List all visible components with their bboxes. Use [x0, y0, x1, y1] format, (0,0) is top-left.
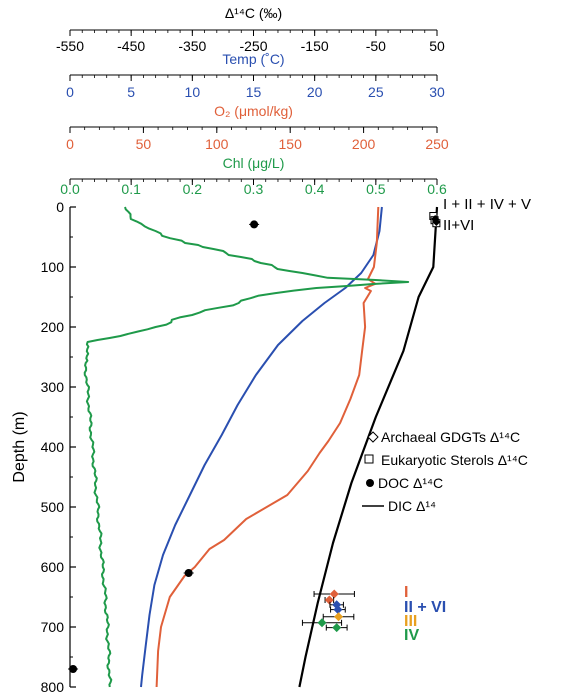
axis-temp-tick-label: 0: [66, 84, 74, 100]
legend-doc-symbol: [366, 479, 374, 487]
axis-chl-tick-label: 0.2: [183, 181, 203, 197]
axis-temp: 0 5 10 15 20 25 30 Temp (˚C): [66, 51, 445, 100]
axis-depth-title: Depth (m): [11, 411, 28, 482]
axis-temp-tick-label: 30: [429, 84, 445, 100]
axis-d14c: -550 -450 -350 -250 -150 -50 50 Δ¹⁴C (‰): [56, 5, 445, 54]
axis-temp-tick-label: 5: [127, 84, 135, 100]
annotation-top-1: I + II + IV + V: [443, 196, 531, 213]
axis-depth-tick-label: 300: [41, 379, 65, 395]
legend-gdgt-label: Archaeal GDGTs Δ¹⁴C: [381, 429, 520, 445]
legend-doc-label: DOC Δ¹⁴C: [378, 475, 443, 491]
axis-d14c-tick-label: -550: [56, 38, 84, 54]
legend: Archaeal GDGTs Δ¹⁴C Eukaryotic Sterols Δ¹…: [362, 429, 528, 514]
axis-temp-tick-label: 20: [307, 84, 323, 100]
axis-depth-tick-label: 500: [41, 499, 65, 515]
axis-d14c-tick-label: -50: [366, 38, 386, 54]
axis-chl: 0.0 0.1 0.2 0.3 0.4 0.5 0.6 Chl (μg/L): [60, 155, 447, 197]
legend-sterols-label: Eukaryotic Sterols Δ¹⁴C: [381, 452, 528, 468]
annotation-top-2: II+VI: [443, 217, 474, 234]
axis-d14c-tick-label: -350: [178, 38, 206, 54]
axis-temp-tick-label: 10: [185, 84, 201, 100]
axis-o2-tick-label: 200: [352, 136, 376, 152]
axis-chl-tick-label: 0.0: [60, 181, 80, 197]
axis-o2-tick-label: 250: [425, 136, 449, 152]
axis-chl-tick-label: 0.3: [244, 181, 264, 197]
axis-depth-tick-label: 200: [41, 319, 65, 335]
group-label: II + VI: [404, 599, 446, 616]
group-label: III: [404, 613, 417, 630]
axis-depth-tick-label: 600: [41, 559, 65, 575]
axis-d14c-tick-label: -250: [239, 38, 267, 54]
group-point: [334, 612, 344, 622]
axis-chl-tick-label: 0.6: [427, 181, 447, 197]
series-chl-line: [83, 206, 410, 688]
series-dic-line: [298, 206, 439, 688]
group-point: [324, 595, 334, 605]
axis-o2-tick-label: 50: [136, 136, 152, 152]
doc-point: [69, 665, 78, 673]
axis-depth-tick-label: 100: [41, 259, 65, 275]
axis-depth-tick-label: 800: [41, 679, 65, 694]
axis-o2-tick-label: 100: [205, 136, 229, 152]
axis-temp-tick-label: 15: [246, 84, 262, 100]
group-point: [333, 605, 343, 615]
axis-o2-title: O₂ (μmol/kg): [214, 103, 293, 119]
axis-o2: 0 50 100 150 200 250 O₂ (μmol/kg): [66, 103, 449, 152]
legend-gdgt-symbol: [367, 431, 379, 443]
axis-o2-tick-label: 150: [279, 136, 303, 152]
doc-point: [184, 569, 193, 577]
axis-d14c-tick-label: -450: [117, 38, 145, 54]
doc-point: [250, 220, 259, 229]
gdgt-point: [432, 218, 441, 226]
group-point: [332, 623, 342, 633]
axis-chl-tick-label: 0.5: [366, 181, 386, 197]
axis-depth: 0 100 200 300 400 500 600 700 800 Depth (m): [11, 199, 76, 694]
axis-chl-tick-label: 0.1: [121, 181, 141, 197]
legend-sterols-symbol: [364, 454, 374, 464]
series-temp-line: [140, 206, 383, 688]
axis-temp-tick-label: 25: [368, 84, 384, 100]
axis-d14c-title: Δ¹⁴C (‰): [225, 5, 282, 21]
group-label: I: [404, 584, 408, 601]
axis-temp-title: Temp (˚C): [222, 51, 284, 67]
group-point: [329, 589, 339, 599]
legend-dic-label: DIC Δ¹⁴: [388, 498, 436, 514]
axis-d14c-tick-label: 50: [429, 38, 445, 54]
axis-d14c-tick-label: -150: [301, 38, 329, 54]
axis-depth-tick-label: 0: [56, 199, 64, 215]
axis-depth-tick-label: 700: [41, 619, 65, 635]
group-label: IV: [404, 627, 419, 644]
axis-o2-tick-label: 0: [66, 136, 74, 152]
axis-depth-tick-label: 400: [41, 439, 65, 455]
group-point: [317, 618, 327, 628]
axis-chl-title: Chl (μg/L): [223, 155, 285, 171]
axis-chl-tick-label: 0.4: [305, 181, 325, 197]
